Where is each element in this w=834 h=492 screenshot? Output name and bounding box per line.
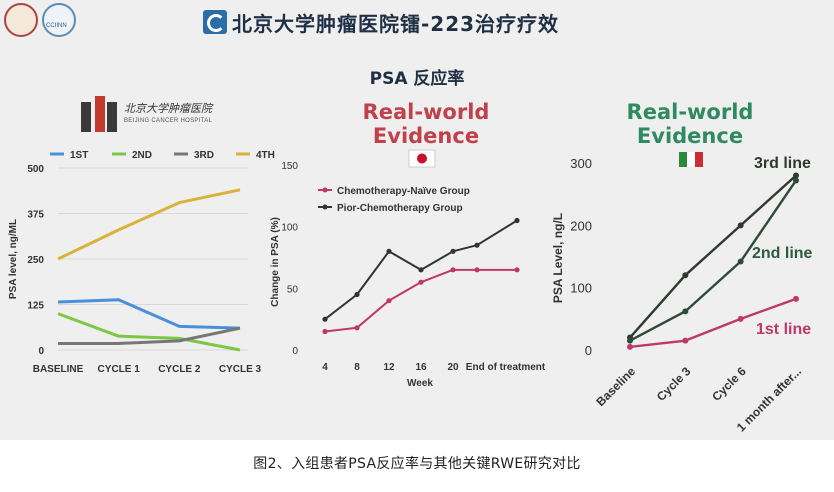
series-line-1st bbox=[57, 298, 241, 330]
y-axis-label: PSA level, ng/ML bbox=[8, 219, 19, 299]
y-axis-label: Change in PSA (%) bbox=[270, 217, 281, 307]
data-point bbox=[418, 279, 424, 285]
y-tick-label: 125 bbox=[27, 301, 44, 312]
y-tick-label: 500 bbox=[27, 164, 44, 175]
data-point bbox=[322, 316, 328, 322]
x-tick-label: 12 bbox=[383, 362, 395, 373]
x-tick-label: BASELINE bbox=[33, 364, 84, 375]
y-tick-label: 0 bbox=[38, 346, 44, 357]
series-line bbox=[324, 268, 517, 333]
x-tick-label: 4 bbox=[322, 362, 328, 373]
legend-marker bbox=[322, 187, 328, 193]
data-point bbox=[793, 172, 799, 179]
series-line bbox=[629, 297, 797, 349]
y-tick-label: 0 bbox=[292, 346, 298, 357]
caption-area: 图2、入组患者PSA反应率与其他关键RWE研究对比 bbox=[0, 440, 834, 492]
y-tick-label: 250 bbox=[27, 255, 44, 266]
x-axis-label: Week bbox=[407, 378, 433, 389]
data-point bbox=[737, 315, 744, 322]
data-point bbox=[386, 248, 392, 254]
y-tick-label: 200 bbox=[570, 218, 592, 233]
legend-label: 4TH bbox=[256, 150, 275, 161]
data-point bbox=[627, 343, 633, 350]
data-point bbox=[682, 337, 689, 344]
italy-heading: Real-world Evidence bbox=[624, 100, 756, 148]
data-point bbox=[418, 267, 424, 273]
x-tick-label: Cycle 3 bbox=[654, 364, 694, 404]
y-tick-label: 100 bbox=[281, 223, 298, 234]
data-point bbox=[682, 308, 689, 315]
y-tick-label: 50 bbox=[287, 284, 299, 295]
page-subtitle: PSA 反应率 bbox=[369, 69, 465, 89]
legend-label: 2ND bbox=[132, 150, 152, 161]
y-tick-label: 150 bbox=[281, 161, 298, 172]
y-axis-label: PSA Level, ng/L bbox=[551, 213, 565, 303]
data-point bbox=[474, 267, 480, 273]
data-point bbox=[514, 217, 520, 224]
x-tick-label: Baseline bbox=[593, 364, 638, 409]
japan-heading: Real-world Evidence bbox=[360, 100, 492, 148]
x-tick-label: Cycle 6 bbox=[709, 364, 749, 404]
series-line-3rd bbox=[58, 326, 241, 345]
series-line bbox=[629, 179, 797, 342]
data-point bbox=[386, 298, 392, 304]
x-tick-label: CYCLE 1 bbox=[98, 364, 141, 375]
x-tick-label: CYCLE 3 bbox=[219, 364, 262, 375]
legend-label: 1ST bbox=[70, 150, 88, 161]
data-point bbox=[737, 258, 744, 265]
y-tick-label: 300 bbox=[570, 156, 592, 171]
data-point bbox=[627, 337, 633, 344]
x-tick-label: 16 bbox=[415, 362, 427, 373]
japan-flag-icon bbox=[408, 149, 436, 168]
conference-seal-logo: CCIINN bbox=[42, 3, 76, 37]
italy-flag-icon bbox=[679, 152, 703, 167]
heading-line: Evidence bbox=[372, 124, 480, 148]
legend-label: Chemotherapy-Naïve Group bbox=[337, 186, 470, 197]
series-label: 2nd line bbox=[752, 245, 813, 262]
data-point bbox=[514, 267, 520, 273]
data-point bbox=[354, 325, 360, 331]
y-tick-label: 100 bbox=[570, 281, 592, 296]
university-seal-logo bbox=[4, 3, 38, 37]
series-line-2nd bbox=[57, 312, 241, 352]
data-point bbox=[322, 328, 328, 335]
data-point bbox=[793, 295, 799, 302]
legend-label: 3RD bbox=[194, 150, 214, 161]
legend-marker bbox=[322, 204, 328, 210]
data-point bbox=[450, 248, 456, 254]
y-tick-label: 375 bbox=[27, 210, 44, 221]
x-tick-label: CYCLE 2 bbox=[158, 364, 201, 375]
data-point bbox=[474, 242, 480, 248]
heading-line: Real-world bbox=[626, 100, 754, 124]
series-label: 3rd line bbox=[754, 155, 811, 172]
slide: CCIINN 北京大学肿瘤医院镭-223治疗疗效 PSA 反应率 北京大学肿瘤医… bbox=[0, 0, 834, 440]
data-point bbox=[793, 177, 799, 184]
page-title: 北京大学肿瘤医院镭-223治疗疗效 bbox=[232, 12, 560, 36]
data-point bbox=[354, 291, 360, 298]
x-tick-label: 8 bbox=[354, 362, 360, 373]
hospital-name: 北京大学肿瘤医院 bbox=[124, 102, 212, 115]
series-label: 1st line bbox=[756, 321, 811, 338]
y-tick-label: 0 bbox=[585, 343, 592, 358]
x-tick-label: 20 bbox=[447, 362, 459, 373]
series-line bbox=[629, 174, 797, 339]
hospital-icon bbox=[203, 10, 227, 34]
heading-line: Real-world bbox=[362, 100, 490, 124]
data-point bbox=[682, 272, 689, 279]
heading-line: Evidence bbox=[636, 124, 744, 148]
legend-label: Pior-Chemotherapy Group bbox=[337, 203, 463, 214]
beijing-cancer-hospital-logo bbox=[81, 96, 117, 132]
x-tick-label: End of treatment bbox=[466, 362, 546, 373]
hospital-name-en: BEIJING CANCER HOSPITAL bbox=[124, 118, 213, 124]
data-point bbox=[737, 222, 744, 229]
figure-caption: 图2、入组患者PSA反应率与其他关键RWE研究对比 bbox=[253, 456, 581, 472]
data-point bbox=[450, 267, 456, 273]
series-line-4th bbox=[57, 188, 241, 261]
